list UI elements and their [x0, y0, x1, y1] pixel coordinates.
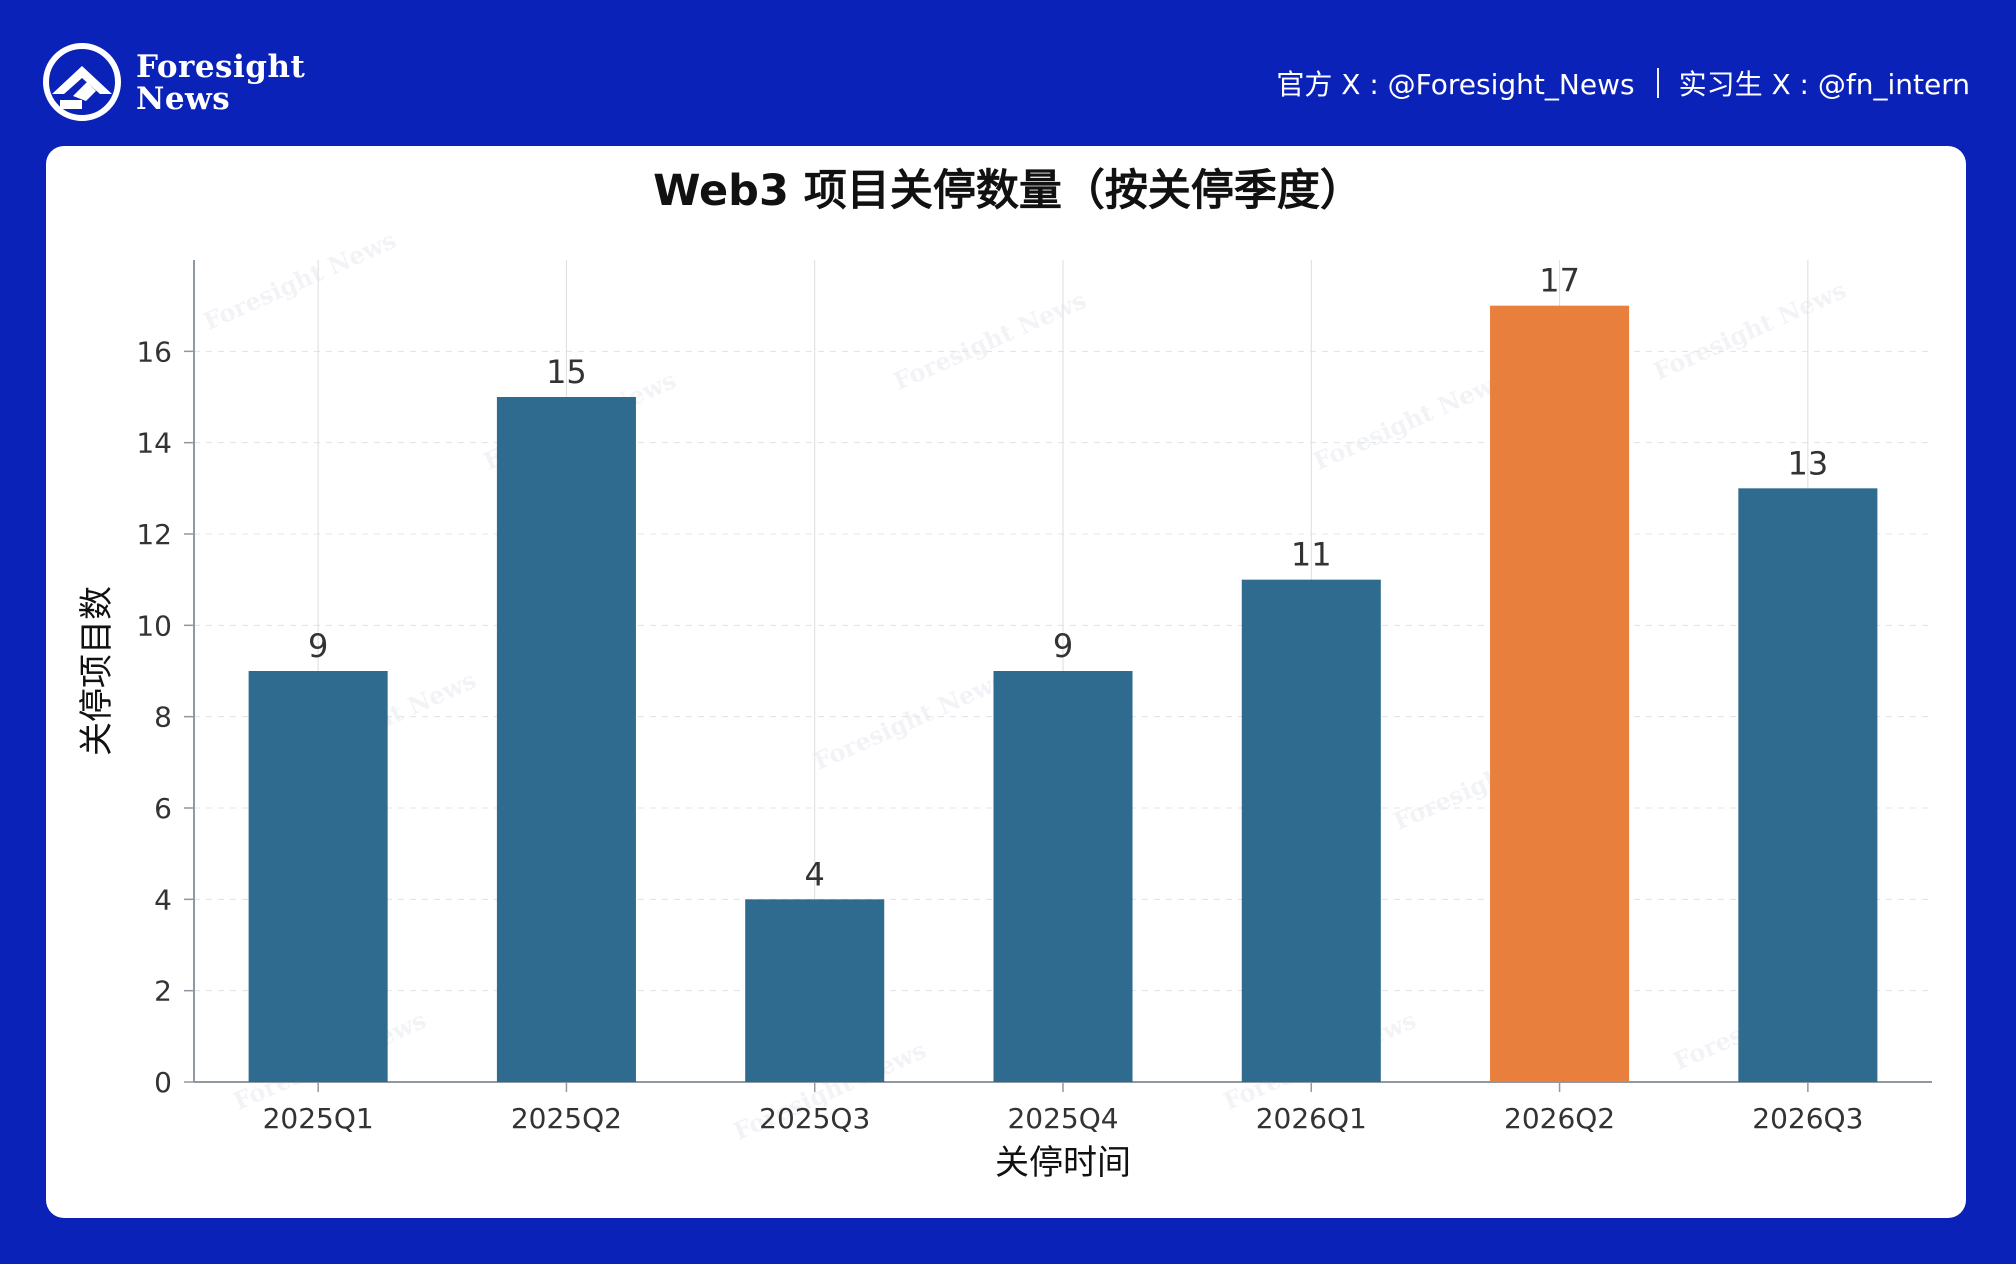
- x-axis-title: 关停时间: [995, 1143, 1131, 1183]
- y-tick-label: 6: [154, 792, 172, 825]
- bar-value-label: 9: [1053, 627, 1073, 665]
- brand-name-line-1: Foresight: [136, 49, 306, 85]
- brand-name-line-2: News: [136, 81, 231, 117]
- y-tick-label: 12: [136, 518, 172, 551]
- bar: [248, 671, 388, 1082]
- official-x-account: 官方 X : @Foresight_News: [1276, 68, 1635, 101]
- x-tick-label: 2026Q3: [1752, 1102, 1863, 1135]
- y-tick-label: 2: [154, 975, 172, 1008]
- x-tick-label: 2025Q3: [759, 1102, 870, 1135]
- highlight-bar: [1490, 305, 1630, 1082]
- bar: [1241, 579, 1381, 1082]
- y-tick-label: 16: [136, 335, 172, 368]
- x-tick-label: 2025Q4: [1007, 1102, 1118, 1135]
- header: Foresight News 官方 X : @Foresight_News 实习…: [0, 0, 2016, 146]
- y-tick-label: 10: [136, 609, 172, 642]
- bar-value-label: 15: [546, 353, 587, 391]
- chart-title: Web3 项目关停数量（按关停季度）: [653, 166, 1363, 216]
- x-tick-label: 2025Q2: [511, 1102, 622, 1135]
- y-tick-label: 14: [136, 427, 172, 460]
- x-tick-label: 2025Q1: [263, 1102, 374, 1135]
- y-tick-label: 0: [154, 1066, 172, 1099]
- y-tick-label: 8: [154, 701, 172, 734]
- bar-value-label: 13: [1787, 444, 1828, 482]
- social-separator: [1656, 68, 1659, 98]
- bar: [496, 397, 636, 1082]
- bar-value-label: 4: [805, 855, 825, 893]
- bar-value-label: 17: [1539, 262, 1580, 300]
- y-tick-label: 4: [154, 883, 172, 916]
- bar: [993, 671, 1133, 1082]
- chart-card: Foresight News Foresight News Foresight …: [46, 146, 1966, 1218]
- bar: [1738, 488, 1878, 1082]
- bar-chart: 0 2 4 6 8 10 12 14 16 9 2025Q1 15 2025Q2 4 2025Q3 9 2025…: [77, 260, 1932, 1183]
- x-tick-label: 2026Q1: [1256, 1102, 1367, 1135]
- bar: [745, 899, 885, 1082]
- foresight-logo-icon: [43, 43, 121, 121]
- foresight-news-logo: Foresight News: [42, 42, 332, 124]
- bar-value-label: 11: [1291, 536, 1332, 574]
- y-axis-title: 关停项目数: [77, 586, 117, 756]
- social-accounts: 官方 X : @Foresight_News 实习生 X : @fn_inter…: [1276, 62, 1970, 104]
- x-tick-label: 2026Q2: [1504, 1102, 1615, 1135]
- intern-x-account: 实习生 X : @fn_intern: [1678, 68, 1970, 101]
- bar-value-label: 9: [308, 627, 328, 665]
